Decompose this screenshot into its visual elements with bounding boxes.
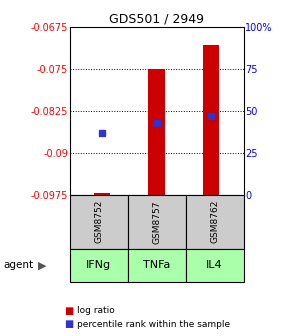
Bar	[203, 45, 219, 195]
Text: percentile rank within the sample: percentile rank within the sample	[77, 320, 230, 329]
Bar	[70, 195, 128, 249]
Bar	[70, 249, 128, 282]
Text: IFNg: IFNg	[86, 260, 111, 270]
Title: GDS501 / 2949: GDS501 / 2949	[109, 13, 204, 26]
Text: IL4: IL4	[206, 260, 223, 270]
Text: GSM8752: GSM8752	[94, 200, 103, 244]
Text: GSM8762: GSM8762	[210, 200, 219, 244]
Bar	[94, 193, 110, 195]
Text: GSM8757: GSM8757	[152, 200, 161, 244]
Bar	[148, 69, 165, 195]
Bar	[128, 249, 186, 282]
Bar	[186, 249, 244, 282]
Text: TNFa: TNFa	[143, 260, 170, 270]
Text: ■: ■	[64, 306, 73, 316]
Text: ■: ■	[64, 319, 73, 329]
Text: ▶: ▶	[38, 260, 46, 270]
Bar	[186, 195, 244, 249]
Bar	[128, 195, 186, 249]
Text: agent: agent	[3, 260, 33, 270]
Text: log ratio: log ratio	[77, 306, 115, 315]
